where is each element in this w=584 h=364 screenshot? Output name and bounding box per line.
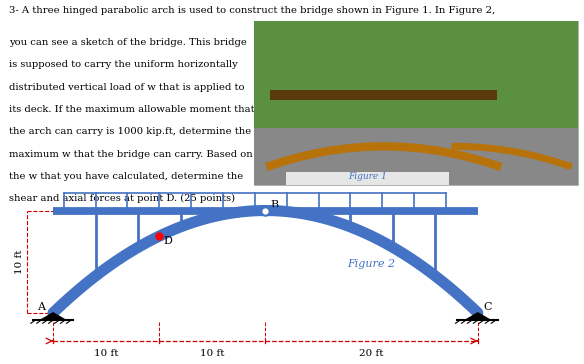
Polygon shape xyxy=(40,313,66,320)
Polygon shape xyxy=(465,313,491,320)
Text: distributed vertical load of w that is applied to: distributed vertical load of w that is a… xyxy=(9,83,244,91)
Text: the arch can carry is 1000 kip.ft, determine the: the arch can carry is 1000 kip.ft, deter… xyxy=(9,127,251,136)
Text: the w that you have calculated, determine the: the w that you have calculated, determin… xyxy=(9,172,243,181)
Text: 10 ft: 10 ft xyxy=(200,349,225,358)
Bar xyxy=(286,172,449,186)
Bar xyxy=(254,21,578,128)
Text: 10 ft: 10 ft xyxy=(94,349,119,358)
Text: B: B xyxy=(271,199,279,210)
Text: D: D xyxy=(164,236,172,246)
Text: Figure 1: Figure 1 xyxy=(348,172,387,181)
Text: Figure 2: Figure 2 xyxy=(347,259,396,269)
Text: shear and axial forces at point D. (25 points): shear and axial forces at point D. (25 p… xyxy=(9,194,235,203)
Text: 3- A three hinged parabolic arch is used to construct the bridge shown in Figure: 3- A three hinged parabolic arch is used… xyxy=(9,6,495,15)
Text: you can see a sketch of the bridge. This bridge: you can see a sketch of the bridge. This… xyxy=(9,38,246,47)
Text: 20 ft: 20 ft xyxy=(359,349,384,358)
Text: its deck. If the maximum allowable moment that: its deck. If the maximum allowable momen… xyxy=(9,105,255,114)
Text: maximum w that the bridge can carry. Based on: maximum w that the bridge can carry. Bas… xyxy=(9,150,252,159)
Text: is supposed to carry the uniform horizontally: is supposed to carry the uniform horizon… xyxy=(9,60,238,69)
Bar xyxy=(254,21,578,186)
Bar xyxy=(270,90,497,100)
Text: 10 ft: 10 ft xyxy=(15,249,23,274)
Bar xyxy=(254,128,578,186)
Text: C: C xyxy=(483,302,492,312)
Text: A: A xyxy=(37,302,44,312)
